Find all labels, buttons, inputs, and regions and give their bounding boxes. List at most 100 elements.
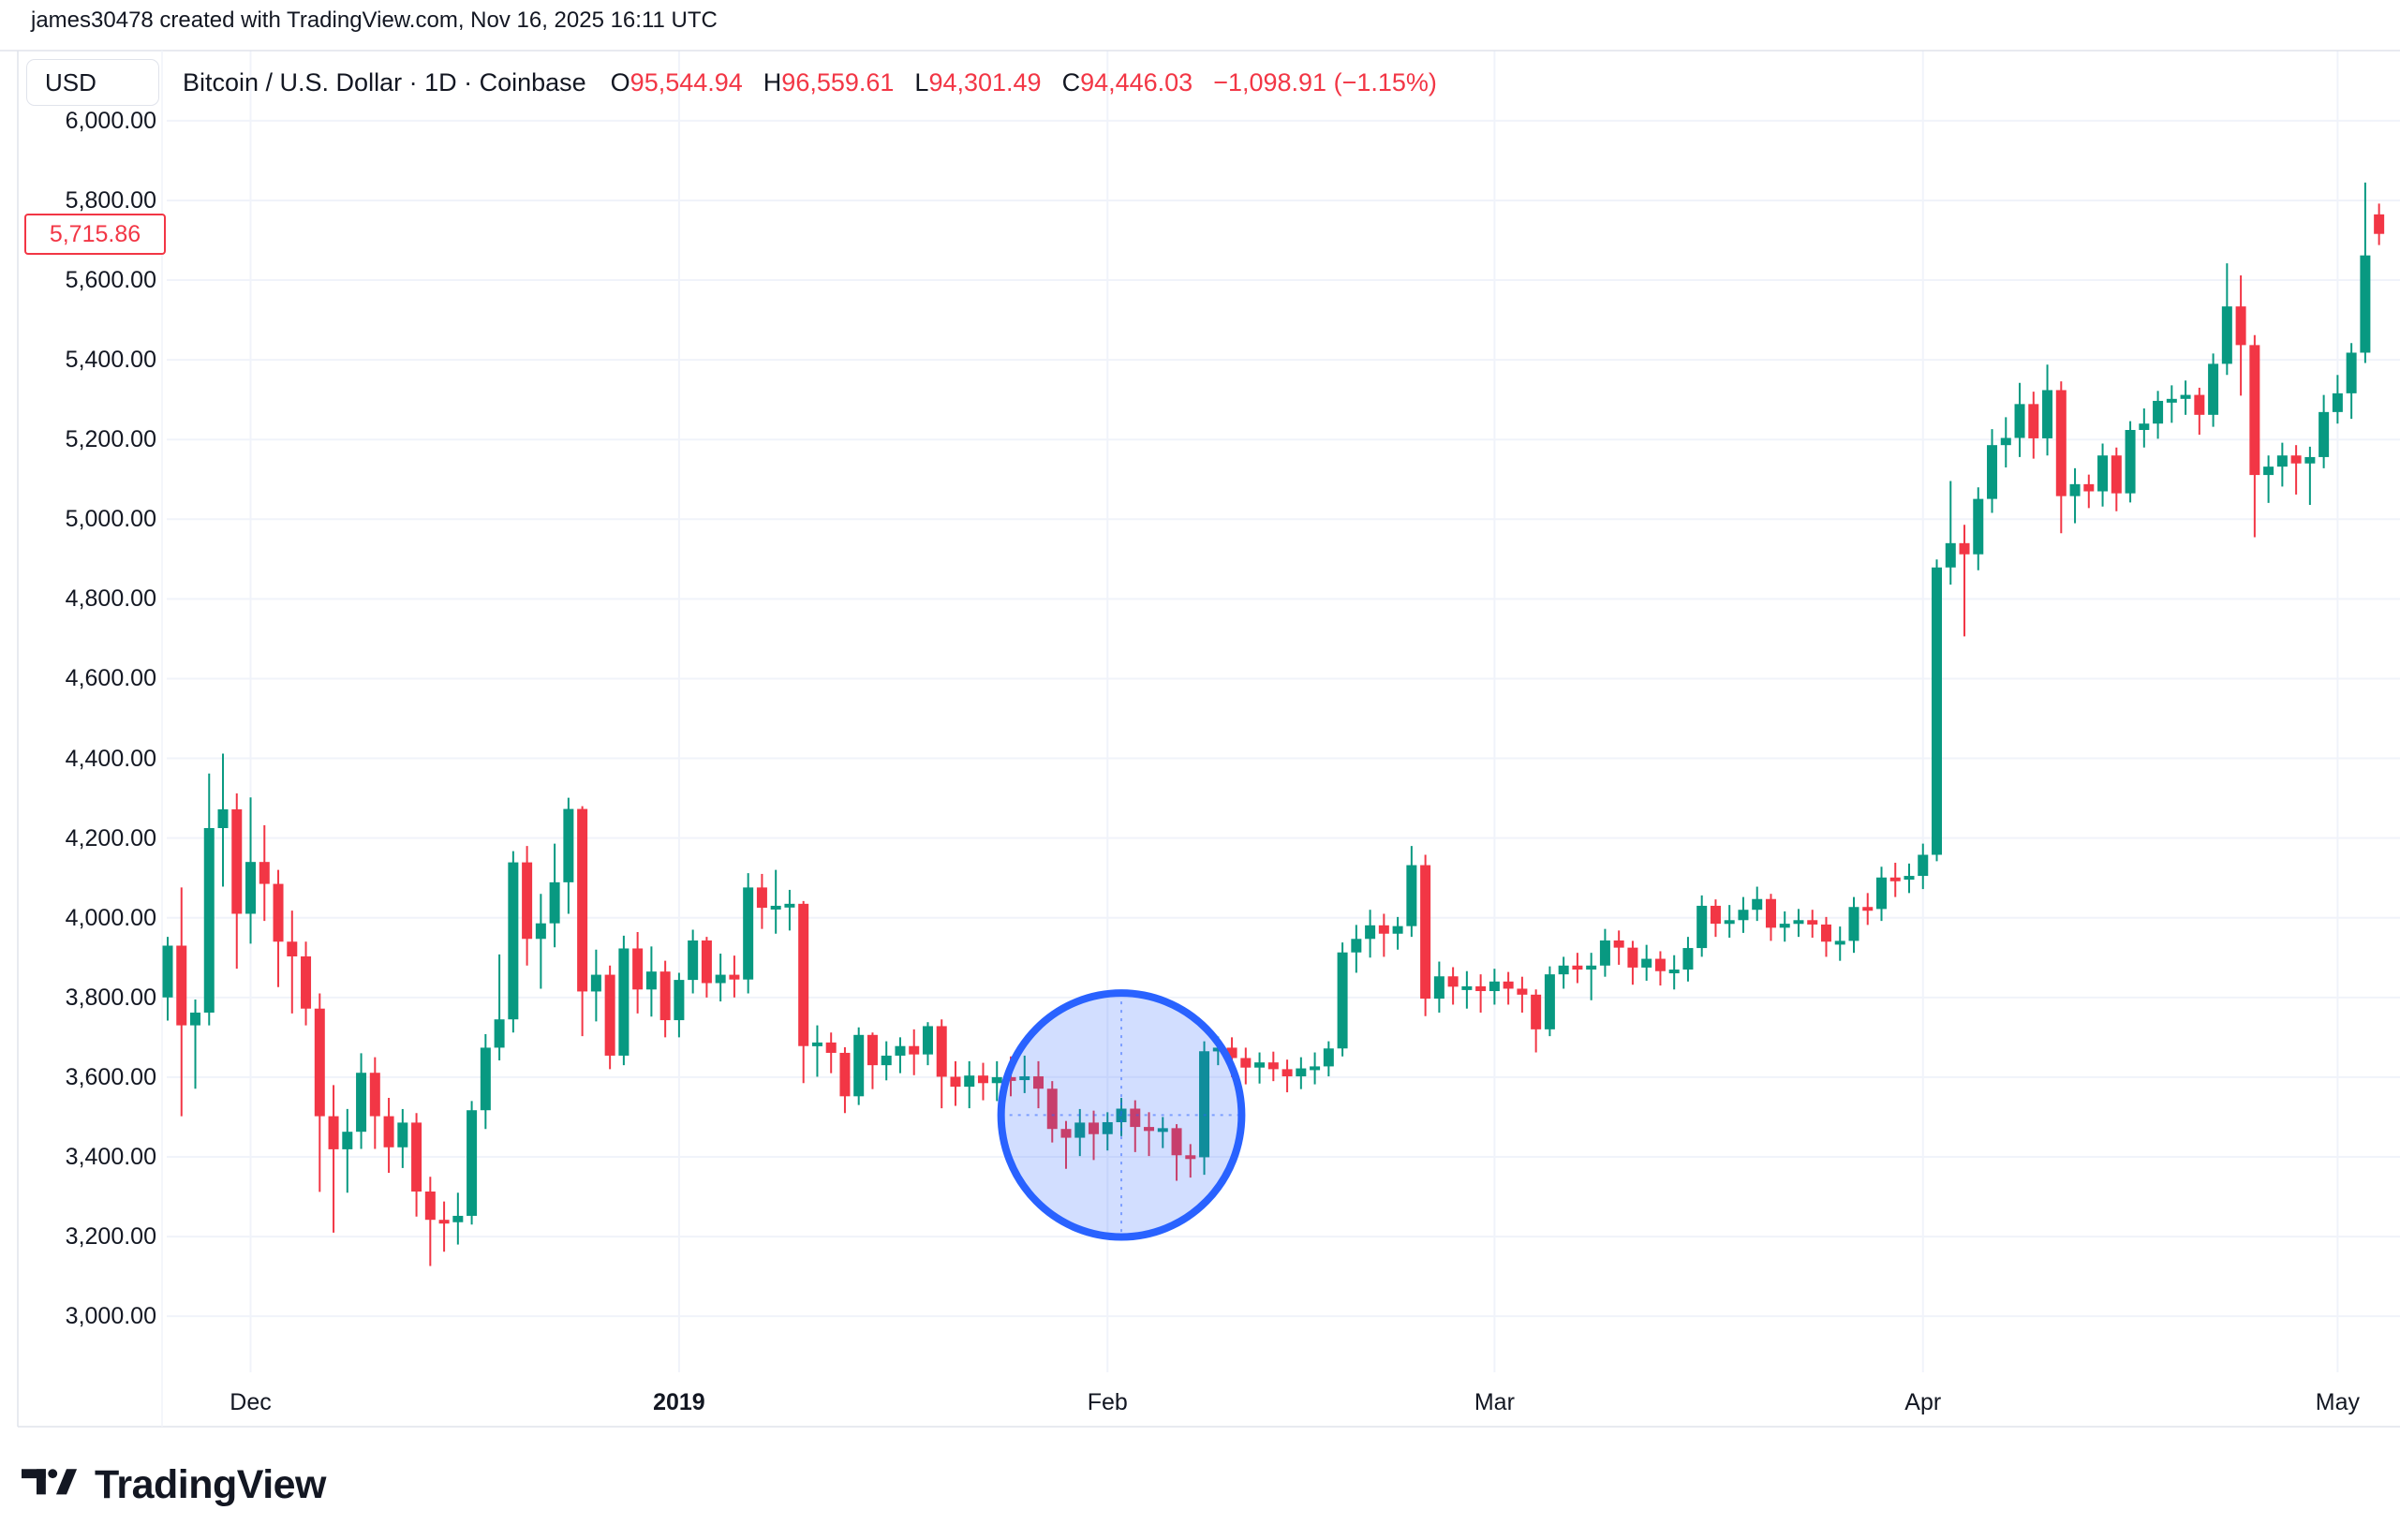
candle-body (1793, 920, 1804, 925)
candle-body (2360, 255, 2371, 353)
candle-body (1738, 910, 1749, 921)
candle-body (1267, 1062, 1279, 1070)
candle-body (1696, 905, 1708, 949)
candle-body (273, 883, 284, 942)
candle-body (839, 1052, 851, 1097)
candle-body (798, 903, 809, 1046)
candle-body (701, 940, 712, 984)
candle-body (190, 1012, 201, 1026)
candle-body (2014, 404, 2025, 438)
candle-body (1046, 1088, 1058, 1130)
candle-body (1212, 1047, 1223, 1052)
candle-body (522, 862, 533, 940)
candle-body (991, 1076, 1002, 1084)
candle-body (2235, 306, 2246, 346)
candle-body (770, 905, 781, 910)
brand-text: TradingView (95, 1461, 327, 1507)
candle-body (1461, 985, 1473, 990)
candle-body (452, 1215, 464, 1222)
candle-body (494, 1019, 505, 1048)
candle-body (1572, 965, 1583, 970)
candle-body (2028, 404, 2039, 438)
candle-body (743, 887, 754, 980)
candle-body (632, 948, 644, 990)
ohlc-open: O95,544.94 (610, 67, 743, 96)
candle-body (424, 1191, 436, 1221)
candle-body (1613, 940, 1624, 948)
candle-body (328, 1116, 339, 1149)
candle-body (1599, 940, 1610, 966)
price-axis-label: 4,200.00 (65, 824, 156, 851)
candle-body (1157, 1128, 1168, 1133)
candle-body (314, 1008, 325, 1117)
candle-body (2097, 455, 2109, 492)
attribution-text: james30478 created with TradingView.com,… (31, 7, 718, 33)
candle-body (577, 808, 588, 992)
candle-body (1144, 1127, 1155, 1132)
candle-body (1586, 965, 1597, 970)
candle-body (1654, 958, 1666, 971)
price-axis-label: 4,800.00 (65, 585, 156, 613)
candle-body (1005, 1076, 1016, 1081)
candle-body (2374, 214, 2385, 234)
price-axis-label: 3,400.00 (65, 1143, 156, 1170)
candle-body (1240, 1058, 1252, 1068)
candle-body (590, 974, 601, 992)
candle-body (2180, 394, 2191, 399)
price-axis-label: 3,600.00 (65, 1063, 156, 1090)
candle-body (549, 881, 560, 924)
candle-body (895, 1045, 906, 1056)
candle-body (867, 1034, 878, 1066)
price-axis-label: 5,000.00 (65, 506, 156, 533)
candle-body (563, 808, 574, 882)
candle-body (1310, 1066, 1321, 1071)
candle-body (964, 1075, 975, 1088)
highlight-ellipse-annotation[interactable] (997, 989, 1246, 1241)
candle-body (2319, 411, 2330, 457)
candle-body (618, 948, 630, 1056)
candle-body (674, 980, 685, 1021)
candle-body (2276, 455, 2288, 467)
candle-body (1544, 974, 1555, 1029)
candle-body (369, 1073, 380, 1117)
candle-body (2332, 392, 2343, 412)
candle-body (1531, 994, 1542, 1029)
tradingview-logo-icon (22, 1468, 78, 1494)
candle-body (1959, 542, 1970, 555)
candle-body (1365, 925, 1376, 940)
candle-body (1185, 1155, 1196, 1160)
candle-body (203, 828, 215, 1013)
time-axis-label: Mar (1474, 1389, 1515, 1415)
candle-body (438, 1220, 450, 1224)
currency-button[interactable]: USD (26, 59, 159, 106)
price-axis-label: 5,800.00 (65, 186, 156, 214)
candle-body (1875, 877, 1887, 910)
candle-body (1503, 981, 1514, 989)
candle-body (1904, 876, 1915, 881)
candle-body (1710, 905, 1721, 925)
candle-body (2221, 306, 2232, 364)
candle-body (2304, 456, 2316, 464)
candle-body (1447, 976, 1459, 987)
candle-body (1765, 898, 1776, 928)
candle-body (535, 923, 546, 940)
candle-body (2069, 483, 2081, 496)
candle-body (259, 862, 270, 884)
candle-body (1323, 1048, 1334, 1067)
candle-body (1779, 924, 1790, 928)
candle-body (2263, 466, 2274, 476)
candle-body (2000, 437, 2011, 446)
candle-body (2290, 455, 2302, 464)
currency-button-label: USD (45, 67, 96, 96)
candle-body (811, 1042, 822, 1046)
candle-body (2194, 394, 2205, 415)
candle-body (1130, 1108, 1141, 1128)
candle-body (467, 1110, 478, 1216)
price-axis-label: 3,800.00 (65, 984, 156, 1011)
price-axis-label: 4,400.00 (65, 745, 156, 772)
candle-body (1033, 1076, 1044, 1089)
candle-body (2139, 423, 2150, 431)
time-axis-label: Dec (230, 1389, 272, 1415)
